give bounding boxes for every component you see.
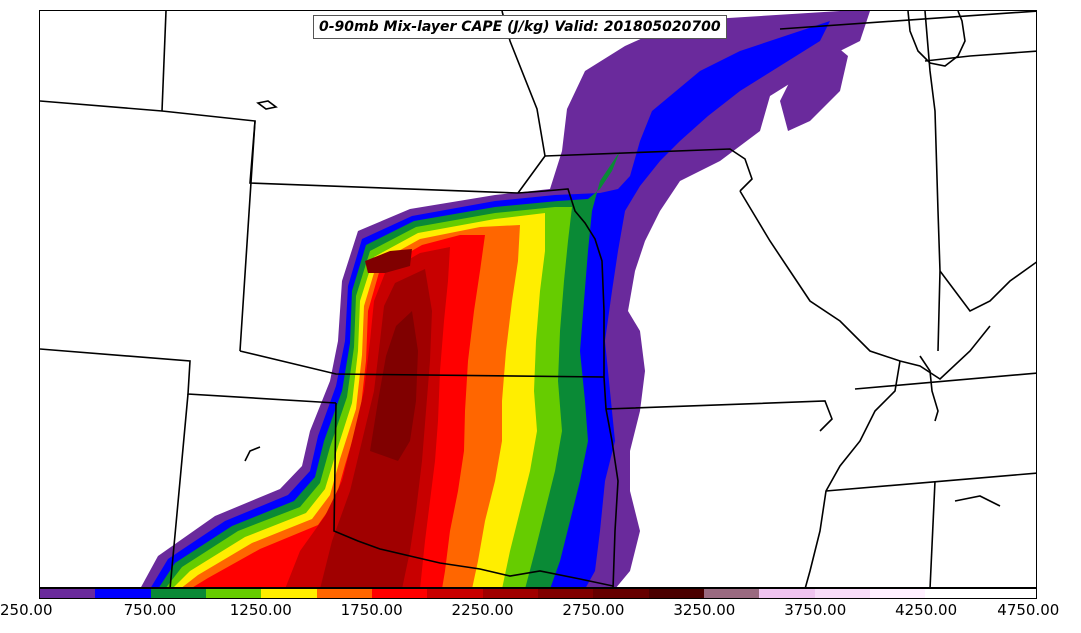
colorbar-segment (869, 589, 926, 598)
small-lake (256, 100, 278, 110)
colorbar-segment (648, 589, 704, 598)
cape-contour-2500-north (365, 249, 412, 273)
boundary-line (804, 360, 901, 587)
boundary-line (924, 11, 941, 352)
colorbar-segment (980, 589, 1036, 598)
boundary-line (161, 11, 167, 112)
map-title: 0-90mb Mix-layer CAPE (J/kg) Valid: 2018… (313, 15, 727, 39)
boundary-line (239, 350, 605, 378)
boundary-line (739, 190, 991, 381)
colorbar-segment (482, 589, 538, 598)
colorbar-segment (150, 589, 206, 598)
colorbar-segment (593, 589, 649, 598)
boundary-line (939, 261, 1036, 313)
colorbar-segment (205, 589, 262, 598)
lake-michigan-shore (907, 11, 966, 67)
boundary-line (544, 148, 753, 192)
boundary-line (854, 372, 1036, 390)
colorbar-segment (371, 589, 428, 598)
colorbar-tick-label: 250.00 (0, 601, 53, 619)
colorbar-tick-label: 1250.00 (229, 601, 292, 619)
cape-contours (141, 11, 870, 587)
colorbar-tick-label: 2250.00 (451, 601, 514, 619)
boundary-line (333, 402, 614, 587)
colorbar-segment (95, 589, 151, 598)
colorbar-segment (40, 589, 96, 598)
boundary-line (605, 400, 833, 432)
colorbar-tick-label: 2750.00 (562, 601, 625, 619)
boundary-line (249, 120, 519, 194)
river-line (919, 355, 939, 422)
colorbar-tick-label: 3750.00 (784, 601, 847, 619)
colorbar-tick-label: 3250.00 (673, 601, 736, 619)
cape-contour-250-east (780, 41, 848, 131)
map-panel (39, 10, 1037, 588)
boundary-line (825, 472, 1036, 492)
colorbar-segment (427, 589, 483, 598)
state-boundaries (40, 11, 1036, 587)
cape-map (40, 11, 1036, 587)
colorbar (39, 588, 1037, 599)
boundary-line (517, 188, 605, 377)
boundary-line (40, 348, 337, 404)
colorbar-segment (759, 589, 815, 598)
boundary-line (40, 100, 256, 352)
boundary-line (954, 495, 1001, 507)
colorbar-segment (261, 589, 317, 598)
colorbar-tick-label: 750.00 (123, 601, 177, 619)
boundary-line (929, 480, 936, 587)
boundary-line (603, 376, 619, 587)
colorbar-tick-label: 1750.00 (340, 601, 403, 619)
boundary-line (924, 50, 1036, 62)
colorbar-segment (537, 589, 594, 598)
boundary-line (244, 446, 261, 462)
colorbar-tick-label: 4250.00 (895, 601, 958, 619)
colorbar-tick-label: 4750.00 (997, 601, 1060, 619)
cape-contour-2500 (370, 311, 418, 461)
boundary-line (169, 393, 189, 587)
colorbar-segment (703, 589, 760, 598)
colorbar-segment (925, 589, 981, 598)
colorbar-segment (316, 589, 372, 598)
colorbar-segment (814, 589, 870, 598)
